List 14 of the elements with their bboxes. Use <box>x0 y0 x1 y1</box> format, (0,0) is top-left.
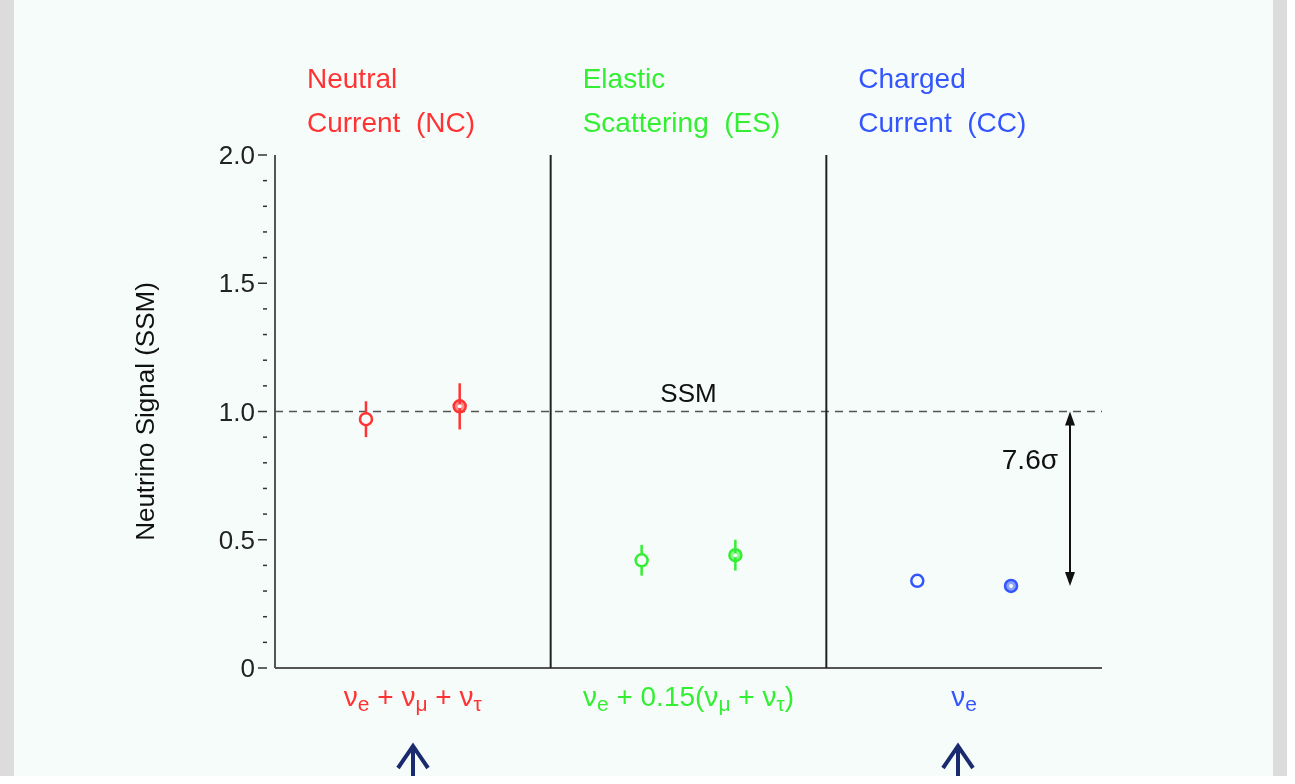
x-tick-label: ν$_{e}$ + ν$_{μ}$ + ν$_{τ}$ <box>343 681 483 716</box>
y-tick-label: 0 <box>240 653 255 684</box>
x-tick-label: ν$_{e}$ <box>951 681 978 716</box>
y-tick-label: 0.5 <box>218 524 255 555</box>
x-tick-label: ν$_{e}$ + 0.15(ν$_{μ}$ + ν$_{τ}$) <box>582 681 795 716</box>
y-axis-title: Neutrino Signal (SSM) <box>130 282 161 541</box>
y-tick-label: 1.5 <box>218 268 255 299</box>
y-tick-label: 2.0 <box>218 140 255 171</box>
text: Neutral Current (NC) <box>307 62 476 140</box>
text: Charged Current (CC) <box>858 62 1027 140</box>
y-tick-label: 1.0 <box>218 396 255 427</box>
ref-line-label: SSM <box>660 377 717 408</box>
text: Elastic Scattering (ES) <box>582 62 781 140</box>
annotation: 7.6σ <box>1001 443 1058 475</box>
